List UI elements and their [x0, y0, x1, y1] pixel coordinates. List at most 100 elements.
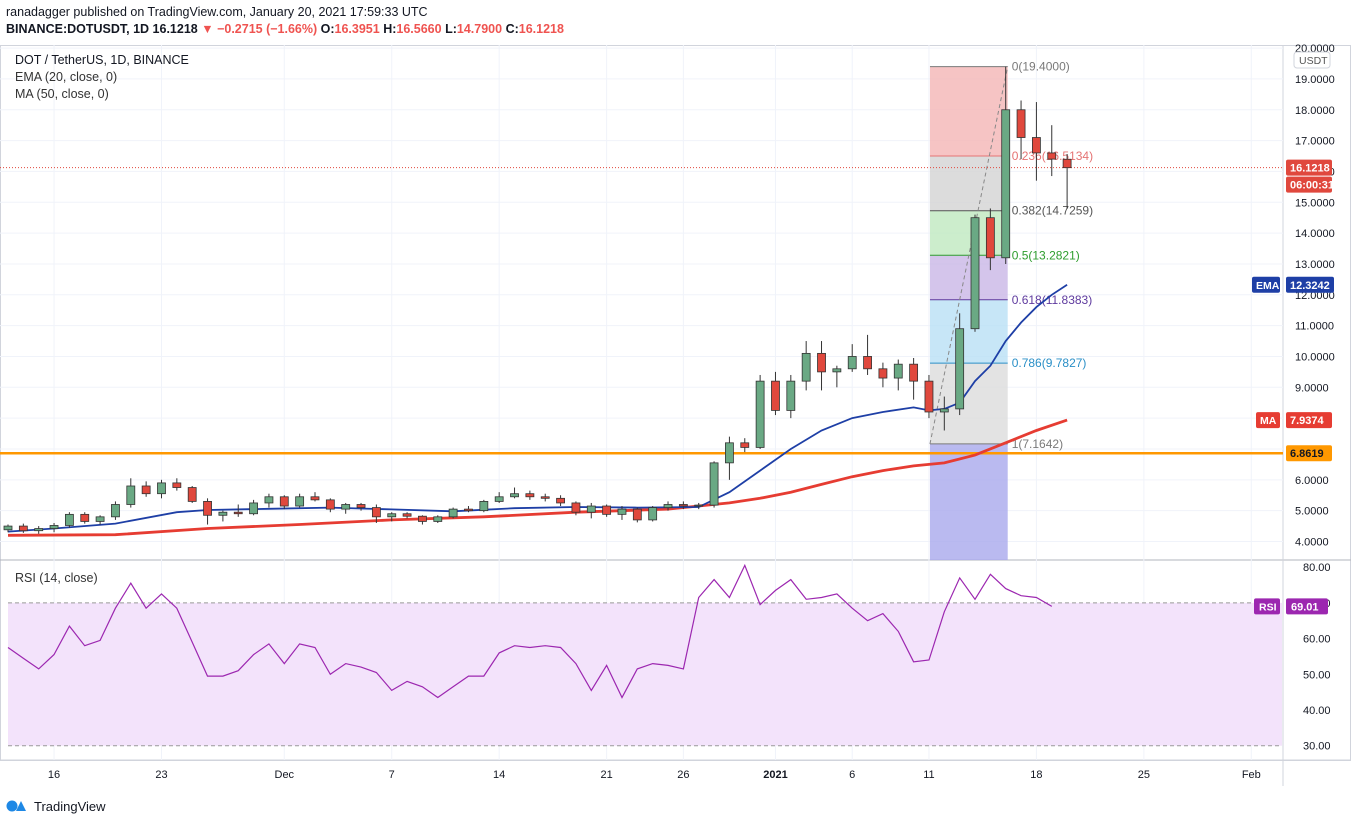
candle-body	[233, 511, 243, 515]
candle-body	[540, 496, 550, 499]
price-tick-label: 14.0000	[1295, 228, 1335, 240]
time-tick-label: 6	[849, 769, 855, 781]
time-tick-label: 23	[155, 769, 167, 781]
candle	[95, 515, 105, 525]
ma-value-tag-bg	[1286, 412, 1332, 429]
candle	[725, 436, 734, 480]
candle-body	[111, 504, 120, 518]
candle	[371, 504, 381, 523]
rsi-tick-label: 60.00	[1303, 634, 1331, 646]
rsi-tick-label: 30.00	[1303, 741, 1331, 753]
ema-name-tag-bg	[1252, 276, 1280, 293]
candle	[571, 501, 581, 516]
time-tick-label: 11	[923, 769, 934, 781]
candle-body	[341, 504, 351, 510]
price-tick-label: 5.0000	[1295, 506, 1329, 518]
candle-body	[356, 504, 366, 508]
ma-name-tag: MA	[1260, 415, 1277, 427]
candles	[3, 66, 1072, 534]
current-price-tag: 16.1218	[1290, 163, 1330, 175]
candle	[111, 501, 120, 520]
candle	[64, 512, 74, 528]
time-tick-label: 2021	[763, 769, 787, 781]
candle-body	[678, 504, 688, 507]
candle-body	[172, 482, 182, 488]
ma-legend: MA (50, close, 0)	[15, 87, 109, 101]
candle-body	[464, 508, 473, 512]
candle-body	[203, 501, 212, 516]
candle	[740, 438, 750, 453]
candle	[632, 507, 642, 523]
tradingview-brand-text: TradingView	[34, 798, 106, 814]
candle	[249, 499, 258, 516]
candle-body	[49, 525, 59, 529]
candle-body	[448, 508, 458, 518]
rsi-band	[8, 602, 1282, 746]
price-tick-label: 19.0000	[1295, 74, 1335, 86]
countdown-tag: 06:00:31	[1290, 180, 1334, 192]
change-arrow-icon: ▼	[201, 22, 214, 36]
candle	[955, 313, 965, 416]
candle	[909, 358, 919, 400]
fib-level-label: 1(7.1642)	[1012, 437, 1063, 451]
candle-body	[771, 380, 780, 411]
candle	[771, 371, 780, 416]
candle-body	[755, 380, 765, 448]
time-tick-label: 21	[601, 769, 613, 781]
candle	[709, 461, 719, 508]
candle	[832, 365, 842, 388]
publisher-line: ranadagger published on TradingView.com,…	[6, 5, 428, 19]
candle	[786, 374, 796, 419]
candle	[264, 493, 274, 508]
candle-body	[955, 328, 965, 410]
candle-body	[64, 513, 74, 526]
ma-name-tag-bg	[1256, 412, 1280, 429]
candle	[479, 499, 489, 513]
candle	[924, 374, 934, 419]
candle-body	[126, 485, 136, 505]
price-tick-label: 6.0000	[1295, 475, 1329, 487]
candle-body	[924, 380, 934, 413]
price-tick-label: 10.0000	[1295, 351, 1335, 363]
rsi-tick-label: 50.00	[1303, 669, 1331, 681]
candle-body	[141, 485, 151, 495]
candle	[18, 523, 28, 533]
candle-body	[694, 504, 704, 507]
candle-body	[863, 356, 872, 370]
ema20-line	[7, 284, 1068, 533]
fibonacci-retracement: 0(19.4000)0.236(16.5134)0.382(14.7259)0.…	[929, 60, 1093, 560]
close-value: 16.1218	[518, 22, 564, 36]
candle	[448, 507, 458, 519]
candle-body	[602, 505, 612, 515]
fib-level-label: 0.618(11.8383)	[1012, 293, 1093, 307]
candle	[939, 396, 949, 431]
price-tick-label: 4.0000	[1295, 536, 1329, 548]
candle-body	[571, 502, 581, 513]
candle	[878, 362, 888, 388]
current-price-tag-bg	[1286, 159, 1332, 176]
candle	[970, 214, 980, 332]
fib-zone-extension	[929, 443, 1008, 560]
candle-body	[494, 496, 504, 502]
candle	[325, 498, 335, 513]
candle-body	[1047, 152, 1057, 160]
rsi-tick-label: 80.00	[1303, 562, 1331, 574]
candle-body	[249, 502, 258, 515]
ma-value-tag: 7.9374	[1290, 415, 1325, 427]
candle	[817, 341, 826, 391]
candle	[586, 502, 596, 519]
symbol-label: BINANCE:DOTUSDT, 1D	[6, 22, 150, 36]
ema-name-tag: EMA	[1256, 280, 1280, 292]
rsi-line	[7, 563, 1053, 699]
time-tick-label: 18	[1030, 769, 1042, 781]
chart-title: DOT / TetherUS, 1D, BINANCE	[15, 53, 189, 67]
fib-zone	[929, 255, 1008, 300]
candle	[847, 344, 857, 372]
candle-body	[18, 525, 28, 532]
ma50-line	[7, 418, 1068, 537]
candle	[80, 512, 90, 524]
candle	[1016, 100, 1026, 160]
time-tick-label: 26	[677, 769, 689, 781]
open-value: 16.3951	[334, 22, 380, 36]
